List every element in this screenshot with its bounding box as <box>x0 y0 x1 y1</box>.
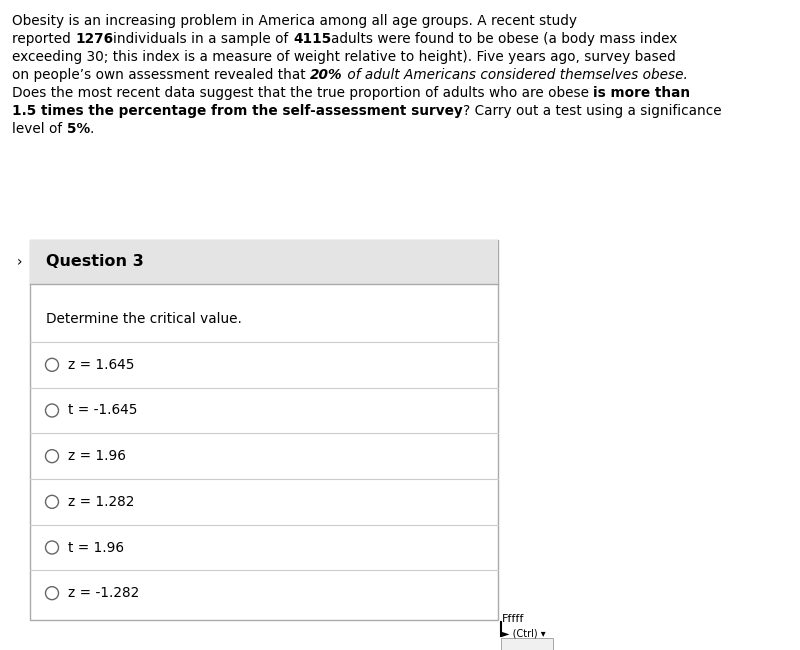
Text: Fffff: Fffff <box>502 614 524 624</box>
Text: ► (Ctrl) ▾: ► (Ctrl) ▾ <box>502 628 546 638</box>
Text: z = 1.645: z = 1.645 <box>68 358 134 372</box>
Circle shape <box>46 495 58 508</box>
Text: level of: level of <box>12 122 66 136</box>
Circle shape <box>46 587 58 600</box>
FancyBboxPatch shape <box>30 240 498 284</box>
Text: is more than: is more than <box>594 86 690 100</box>
Text: z = -1.282: z = -1.282 <box>68 586 139 600</box>
Text: exceeding 30; this index is a measure of weight relative to height). Five years : exceeding 30; this index is a measure of… <box>12 50 676 64</box>
Text: t = 1.96: t = 1.96 <box>68 541 124 554</box>
Text: Determine the critical value.: Determine the critical value. <box>46 312 242 326</box>
Circle shape <box>46 450 58 463</box>
Circle shape <box>46 541 58 554</box>
Text: on people’s own assessment revealed that: on people’s own assessment revealed that <box>12 68 310 82</box>
Text: z = 1.96: z = 1.96 <box>68 449 126 463</box>
Text: individuals in a sample of: individuals in a sample of <box>114 32 293 46</box>
Text: 5%: 5% <box>66 122 90 136</box>
Text: Obesity is an increasing problem in America among all age groups. A recent study: Obesity is an increasing problem in Amer… <box>12 14 577 28</box>
Text: .: . <box>90 122 94 136</box>
Text: Question 3: Question 3 <box>46 255 144 270</box>
Text: 4115: 4115 <box>293 32 331 46</box>
Text: ›: › <box>18 255 22 269</box>
Text: ? Carry out a test using a significance: ? Carry out a test using a significance <box>462 104 722 118</box>
Circle shape <box>46 404 58 417</box>
Text: of adult Americans considered themselves obese.: of adult Americans considered themselves… <box>342 68 687 82</box>
Text: z = 1.282: z = 1.282 <box>68 495 134 509</box>
Text: 1276: 1276 <box>75 32 114 46</box>
Text: Does the most recent data suggest that the true proportion of adults who are obe: Does the most recent data suggest that t… <box>12 86 594 100</box>
Text: t = -1.645: t = -1.645 <box>68 404 138 417</box>
FancyBboxPatch shape <box>30 240 498 620</box>
Text: 20%: 20% <box>310 68 342 82</box>
FancyBboxPatch shape <box>501 638 553 650</box>
Circle shape <box>46 358 58 371</box>
Text: 1.5 times the percentage from the self-assessment survey: 1.5 times the percentage from the self-a… <box>12 104 462 118</box>
Text: adults were found to be obese (a body mass index: adults were found to be obese (a body ma… <box>331 32 678 46</box>
Text: reported: reported <box>12 32 75 46</box>
